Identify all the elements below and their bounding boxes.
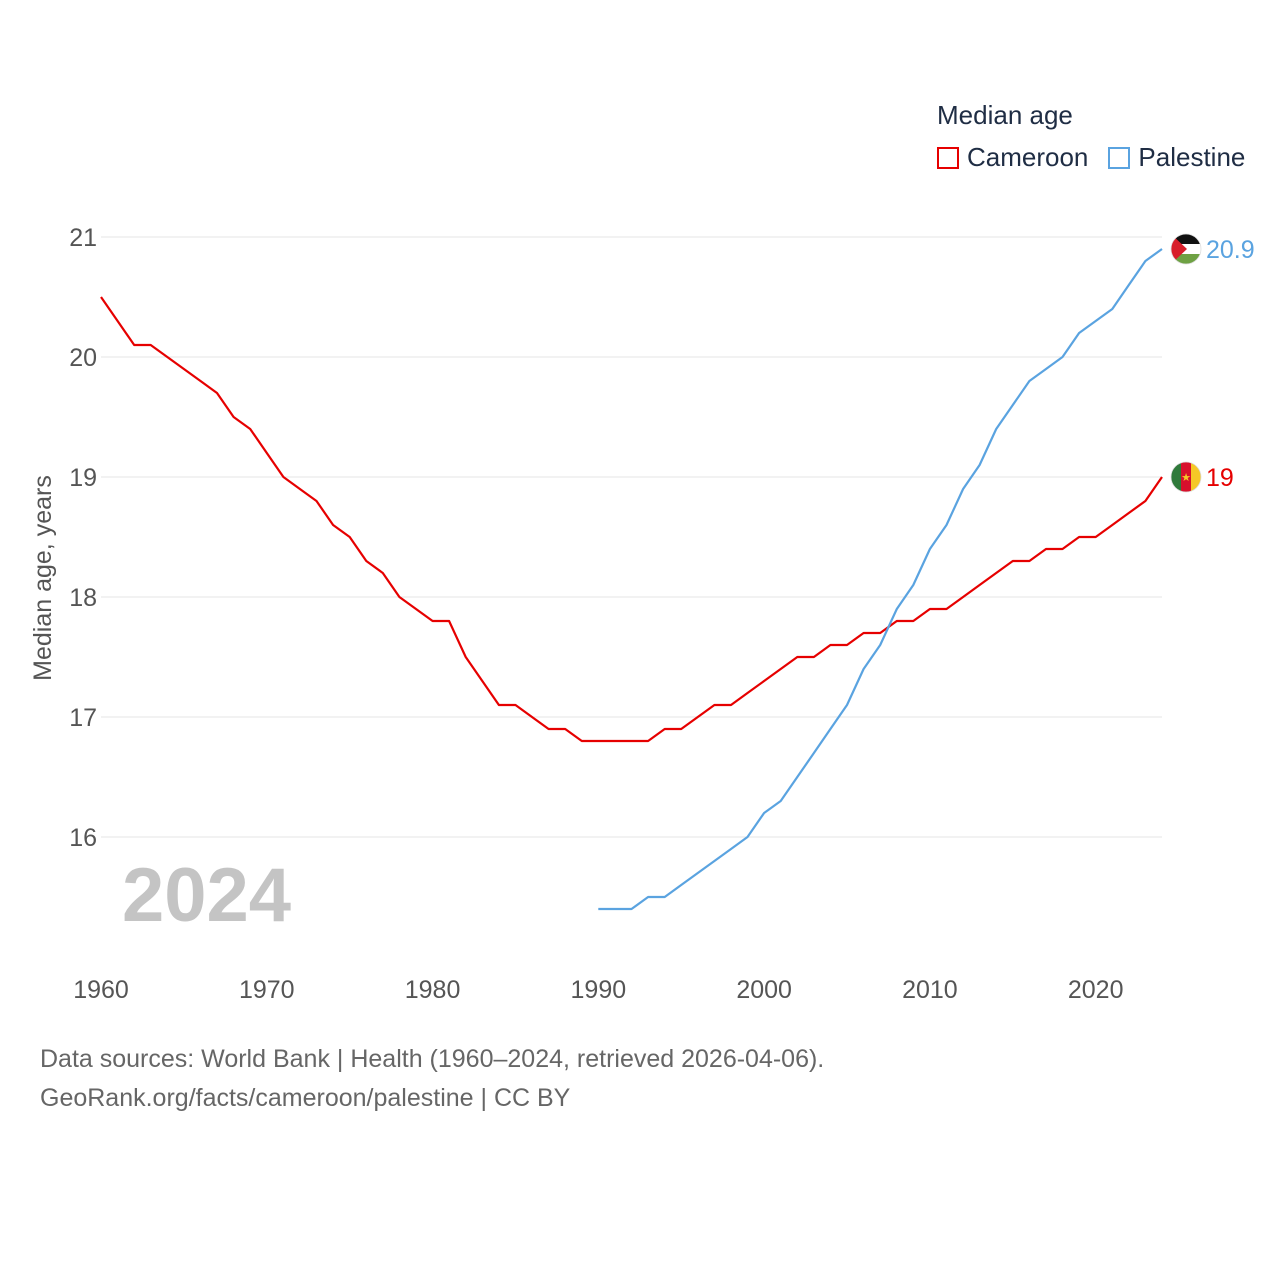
end-label-cameroon: 19 (1206, 464, 1234, 492)
y-axis-title: Median age, years (29, 475, 57, 681)
x-tick-label: 1960 (73, 976, 129, 1004)
legend-item-palestine[interactable]: Palestine (1108, 142, 1245, 173)
legend-label-palestine: Palestine (1138, 142, 1246, 172)
legend-item-cameroon[interactable]: Cameroon (937, 142, 1088, 173)
legend-swatch-palestine (1108, 146, 1131, 169)
svg-text:★: ★ (1181, 471, 1191, 484)
series (100, 248, 1163, 911)
legend-title: Median age (937, 100, 1073, 130)
legend-label-cameroon: Cameroon (967, 142, 1089, 172)
axes: 16 17 18 19 20 21 1960 1970 1980 1990 2000 2010 2020 (69, 224, 1123, 1004)
y-tick-label: 16 (69, 824, 97, 852)
y-tick-label: 19 (69, 464, 97, 492)
year-watermark: 2024 (122, 853, 291, 938)
series-line-cameroon[interactable] (100, 296, 1163, 743)
end-markers: ★ 19 20.9 (1170, 233, 1255, 493)
legend-swatch-cameroon (937, 146, 959, 169)
series-line-palestine[interactable] (598, 248, 1163, 911)
end-label-palestine: 20.9 (1206, 236, 1255, 264)
x-tick-label: 2000 (736, 976, 792, 1004)
x-tick-label: 2020 (1068, 976, 1124, 1004)
y-tick-label: 20 (69, 344, 97, 372)
flag-icon-cameroon: ★ (1170, 461, 1202, 493)
flag-icon-palestine (1170, 233, 1202, 265)
y-tick-label: 18 (69, 584, 97, 612)
y-tick-label: 17 (69, 704, 97, 732)
legend: Cameroon Palestine (937, 142, 1265, 173)
gridlines (101, 236, 1162, 838)
x-tick-label: 1980 (405, 976, 461, 1004)
x-tick-label: 1970 (239, 976, 295, 1004)
footer-sources: Data sources: World Bank | Health (1960–… (40, 1045, 825, 1073)
x-tick-label: 2010 (902, 976, 958, 1004)
y-tick-label: 21 (69, 224, 97, 252)
footer-link[interactable]: GeoRank.org/facts/cameroon/palestine | C… (40, 1084, 571, 1112)
x-tick-label: 1990 (571, 976, 627, 1004)
